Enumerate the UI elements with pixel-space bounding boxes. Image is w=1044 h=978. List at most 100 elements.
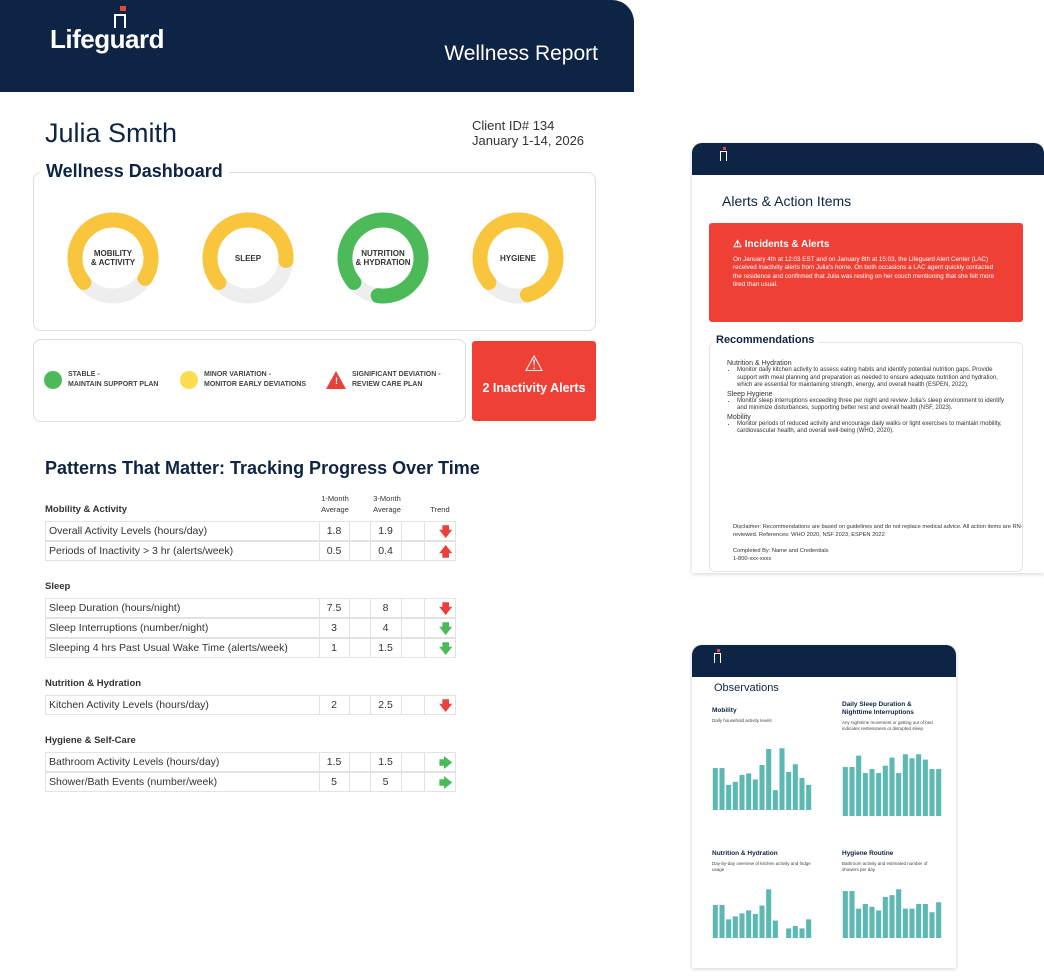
- bar: [889, 895, 895, 938]
- bar: [739, 774, 745, 810]
- gauge-hygiene: HYGIENE: [463, 203, 573, 313]
- client-info: Client ID# 134 January 1-14, 2026: [472, 118, 584, 148]
- completed-by: Completed By: Name and Credentials: [733, 548, 829, 554]
- metric-label: Sleep Duration (hours/night): [49, 602, 181, 614]
- bar: [856, 908, 862, 938]
- wellness-report-page: Lifeguard Wellness Report Julia Smith Cl…: [0, 0, 634, 800]
- green-dot-icon: [44, 371, 62, 389]
- bar: [746, 910, 752, 938]
- bar: [889, 757, 895, 816]
- bar-chart: [712, 748, 812, 810]
- three-month-value: 1.5: [378, 642, 393, 654]
- bar: [799, 928, 805, 938]
- metric-label: Kitchen Activity Levels (hours/day): [49, 699, 209, 711]
- legend-stable: STABLE - MAINTAIN SUPPORT PLAN: [44, 370, 158, 390]
- bar: [882, 896, 888, 938]
- inactivity-alerts-button[interactable]: ⚠ 2 Inactivity Alerts: [472, 341, 596, 421]
- section-heading: Mobility & Activity: [45, 504, 127, 515]
- bar: [732, 781, 738, 810]
- chart-subtitle: Day-by-day overview of kitchen activity …: [712, 861, 811, 872]
- recommendations-box: Nutrition & HydrationMonitor daily kitch…: [709, 342, 1023, 572]
- one-month-value: 5: [331, 776, 337, 788]
- legend-label: STABLE -: [68, 371, 100, 378]
- bar: [766, 749, 772, 810]
- lifeguard-logo: Lifeguard: [50, 6, 164, 55]
- bar: [896, 889, 902, 938]
- bar: [752, 779, 758, 810]
- legend-label: MAINTAIN SUPPORT PLAN: [68, 381, 159, 388]
- recommendations-title: Recommendations: [712, 334, 819, 346]
- page-header: [692, 645, 956, 677]
- trend-down-arrow-icon: 🡇: [439, 641, 453, 656]
- chart-subtitle: Any nighttime movement or getting out of…: [842, 720, 933, 731]
- phone: 1-800-xxx-xxxx: [733, 556, 772, 562]
- lifeguard-tower-icon: [714, 649, 721, 663]
- chart-subtitle: Daily household activity levels: [712, 718, 772, 723]
- trend-up-arrow-icon: 🡅: [439, 544, 453, 559]
- bar: [719, 904, 725, 938]
- trend-down-arrow-icon: 🡇: [439, 524, 453, 539]
- metric-label: Overall Activity Levels (hours/day): [49, 525, 208, 537]
- recommendation-item: Monitor periods of reduced activity and …: [737, 421, 1005, 436]
- bar: [862, 773, 868, 816]
- bar: [916, 754, 922, 816]
- bar: [902, 754, 908, 816]
- bar: [766, 889, 772, 938]
- bar: [936, 769, 942, 816]
- bar: [909, 908, 915, 938]
- legend-label: MONITOR EARLY DEVIATIONS: [204, 381, 307, 388]
- bar: [909, 758, 915, 816]
- bar: [799, 777, 805, 810]
- chart-title: Mobility: [712, 707, 737, 714]
- table-row: Sleeping 4 hrs Past Usual Wake Time (ale…: [45, 638, 456, 658]
- legend-label: MINOR VARIATION -: [204, 371, 272, 378]
- gauge-sleep: SLEEP: [193, 203, 303, 313]
- metric-label: Sleep Interruptions (number/night): [49, 622, 209, 634]
- three-month-value: 1.5: [378, 756, 393, 768]
- table-row: Bathroom Activity Levels (hours/day) 1.5…: [45, 752, 456, 772]
- page-header: [692, 143, 1044, 175]
- bar: [862, 903, 868, 938]
- bar-chart: [842, 754, 942, 816]
- three-month-value: 0.4: [378, 545, 393, 557]
- alerts-page: Alerts & Action Items ⚠ Incidents & Aler…: [692, 143, 1044, 573]
- one-month-value: 0.5: [326, 545, 342, 557]
- three-month-value: 2.5: [378, 699, 393, 711]
- trend-down-arrow-icon: 🡇: [439, 601, 453, 616]
- recommendation-heading: Nutrition & Hydration: [727, 360, 792, 367]
- table-row: Sleep Duration (hours/night) 7.5 8 🡇: [45, 598, 456, 618]
- bar: [806, 784, 812, 810]
- trend-right-arrow-icon: 🡆: [439, 755, 453, 770]
- recommendation-heading: Sleep Hygiene: [727, 390, 773, 398]
- legend-minor: MINOR VARIATION - MONITOR EARLY DEVIATION…: [180, 370, 306, 390]
- legend-significant: ! SIGNIFICANT DEVIATION - REVIEW CARE PLAN: [326, 370, 441, 390]
- three-month-value: 4: [382, 622, 389, 634]
- report-period: January 1-14, 2026: [472, 133, 585, 148]
- table-row: Shower/Bath Events (number/week) 5 5 🡆: [45, 772, 456, 792]
- bar: [759, 905, 765, 938]
- trend-down-arrow-icon: 🡇: [439, 621, 453, 636]
- metric-label: Bathroom Activity Levels (hours/day): [49, 756, 220, 768]
- gauge-nutrition: NUTRITION & HYDRATION: [328, 203, 438, 313]
- bar: [772, 920, 778, 938]
- bar: [719, 768, 725, 810]
- recommendation-heading: Mobility: [727, 413, 751, 421]
- three-month-value: 5: [382, 776, 389, 788]
- chart-title: Daily Sleep Duration & Nighttime Interru…: [842, 701, 914, 716]
- bar: [752, 913, 758, 938]
- bar: [772, 790, 778, 810]
- bar: [726, 919, 732, 938]
- bar: [739, 913, 745, 938]
- lifeguard-tower-icon: [720, 147, 727, 161]
- metric-label: Shower/Bath Events (number/week): [49, 776, 218, 788]
- chart-subtitle: Bathroom activity and estimated number o…: [842, 861, 928, 872]
- recommendation-item: Monitor daily kitchen activity to assess…: [737, 367, 1005, 390]
- trend-right-arrow-icon: 🡆: [439, 775, 453, 790]
- one-month-value: 1: [331, 642, 337, 654]
- bar: [936, 902, 942, 938]
- incidents-title: Incidents & Alerts: [744, 239, 830, 250]
- gauge-arc: [67, 212, 159, 304]
- col-1-month: 1-Month Average: [321, 494, 349, 514]
- warning-triangle-icon: !: [326, 371, 346, 389]
- one-month-value: 1.8: [326, 525, 342, 537]
